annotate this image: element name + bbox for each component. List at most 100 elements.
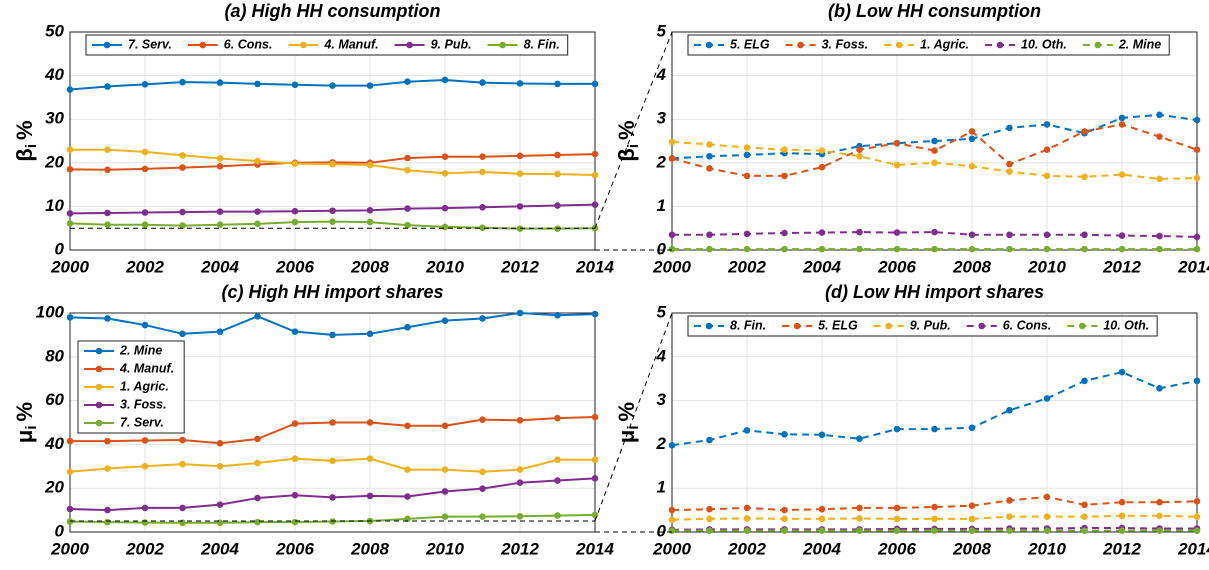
legend-marker <box>95 365 103 373</box>
data-point <box>893 161 901 169</box>
y-tick-label: 40 <box>44 65 64 84</box>
data-point <box>104 83 111 90</box>
data-point <box>1006 406 1013 414</box>
data-point <box>179 222 186 229</box>
data-point <box>254 220 261 228</box>
data-point <box>104 146 111 154</box>
data-point <box>1118 245 1126 253</box>
data-point <box>856 504 863 512</box>
y-label-unit: % <box>12 402 37 422</box>
data-point <box>706 231 713 239</box>
data-point <box>968 135 976 143</box>
data-point <box>66 146 74 154</box>
legend-marker <box>103 41 111 49</box>
data-point <box>479 224 486 232</box>
data-point <box>516 152 524 160</box>
data-point <box>781 172 788 180</box>
data-point <box>706 141 713 148</box>
data-point <box>931 137 938 145</box>
y-tick-label: 40 <box>44 434 64 453</box>
data-point <box>554 414 561 422</box>
data-point <box>591 413 599 421</box>
x-tick-label: 2006 <box>275 257 314 276</box>
data-point <box>141 321 149 329</box>
y-tick-label: 20 <box>44 478 64 497</box>
y-tick-label: 20 <box>44 152 64 171</box>
data-point <box>1118 498 1126 506</box>
legend-marker <box>705 41 713 49</box>
y-tick-label: 1 <box>657 196 666 215</box>
data-point <box>554 456 561 464</box>
data-point <box>216 221 224 229</box>
legend-marker <box>885 322 893 330</box>
data-point <box>1081 501 1088 509</box>
x-tick-label: 2006 <box>877 539 916 558</box>
data-point <box>366 419 374 426</box>
data-point <box>516 170 524 177</box>
data-point <box>404 422 411 430</box>
data-point <box>366 455 374 462</box>
data-point <box>893 245 901 253</box>
data-point <box>706 436 713 444</box>
data-point <box>1081 245 1088 253</box>
data-point <box>893 515 901 523</box>
y-label-symbol: μ <box>12 430 37 443</box>
data-point <box>1156 133 1163 140</box>
data-point <box>931 425 938 433</box>
data-point <box>329 82 336 89</box>
data-point <box>254 494 261 502</box>
y-label-subscript: i <box>625 144 642 148</box>
data-point <box>743 230 751 238</box>
series-line <box>671 527 1197 531</box>
data-point <box>366 330 374 338</box>
data-point <box>1006 168 1013 175</box>
data-point <box>1043 172 1051 180</box>
x-tick-label: 2000 <box>50 539 89 558</box>
data-point <box>404 515 411 523</box>
x-tick-label: 2010 <box>1027 257 1066 276</box>
data-point <box>254 312 261 320</box>
legend-marker <box>199 41 207 49</box>
data-point <box>818 245 826 253</box>
data-point <box>366 82 374 89</box>
data-point <box>743 515 751 522</box>
y-tick-label: 0 <box>657 521 667 540</box>
data-point <box>141 504 149 512</box>
data-point <box>1006 245 1013 253</box>
data-point <box>893 229 901 236</box>
data-point <box>104 437 111 445</box>
data-point <box>516 479 524 487</box>
legend-label: 10. Oth. <box>1021 37 1067 51</box>
legend-label: 8. Fin. <box>524 37 560 51</box>
data-point <box>1193 174 1201 182</box>
series-line <box>671 495 1198 512</box>
data-point <box>1043 527 1051 534</box>
x-tick-label: 2004 <box>200 257 239 276</box>
y-label-symbol: β <box>614 148 639 161</box>
legend: 8. Fin. 5. ELG 9. Pub. 6. Cons. 10. Oth. <box>687 315 1158 337</box>
data-point <box>781 146 788 154</box>
data-point <box>516 417 524 424</box>
data-point <box>66 468 74 476</box>
data-point <box>591 80 599 88</box>
legend: 5. ELG 3. Foss. 1. Agric. 10. Oth. 2. Mine <box>687 34 1170 56</box>
legend-label: 8. Fin. <box>730 318 766 332</box>
data-point <box>1081 377 1088 385</box>
legend-box <box>687 34 1170 56</box>
x-tick-label: 2006 <box>877 257 916 276</box>
data-point <box>968 502 976 510</box>
legend-box <box>85 34 569 56</box>
data-point <box>441 422 449 430</box>
legend-label: 7. Serv. <box>120 415 164 429</box>
data-point <box>254 435 261 443</box>
x-tick-label: 2000 <box>50 257 89 276</box>
data-point <box>1081 128 1088 135</box>
data-point <box>1118 114 1126 122</box>
data-point <box>179 460 186 468</box>
data-point <box>1006 160 1013 168</box>
y-axis-label: μi% <box>12 402 40 443</box>
data-point <box>591 150 599 158</box>
data-point <box>329 457 336 465</box>
legend-label: 9. Pub. <box>910 318 951 332</box>
y-tick-label: 5 <box>657 302 667 321</box>
